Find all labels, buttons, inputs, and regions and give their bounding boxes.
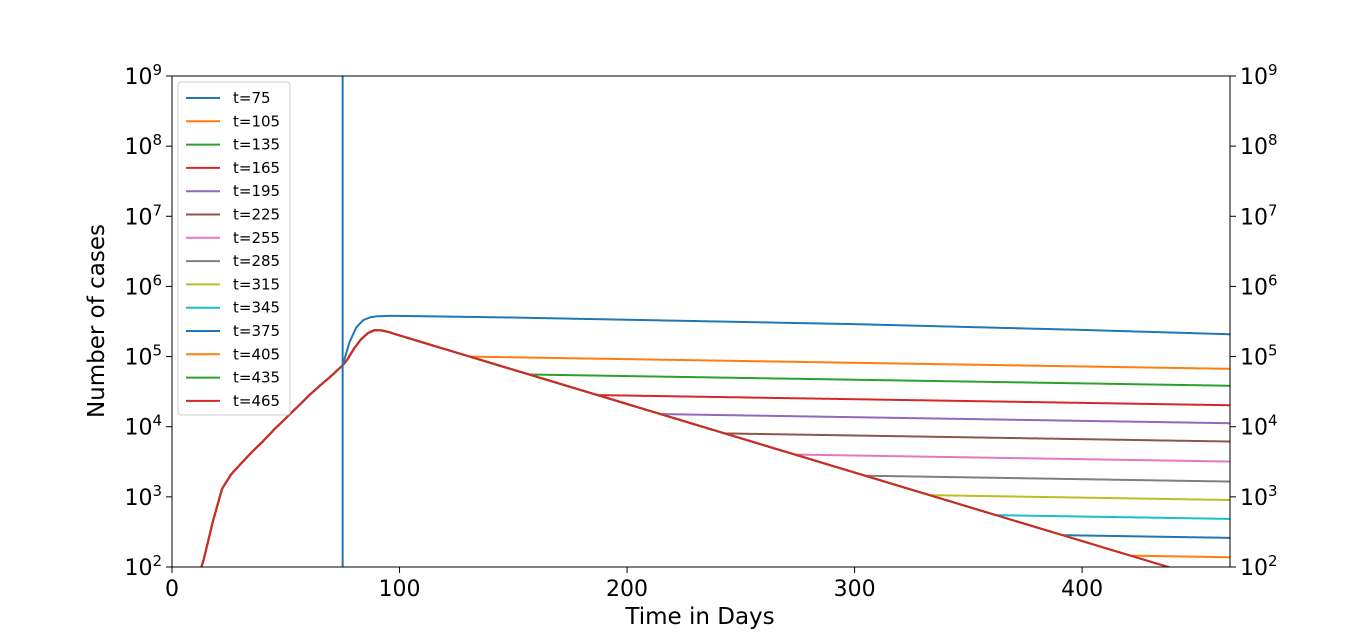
x-axis-label: Time in Days <box>624 604 774 630</box>
x-tick-label: 400 <box>1061 577 1103 602</box>
y-tick-label-left: 105 <box>124 342 162 371</box>
y-tick-label-right: 108 <box>1240 131 1278 160</box>
legend-label: t=225 <box>233 206 280 224</box>
legend-label: t=315 <box>233 275 280 293</box>
series-line-t=225 <box>200 329 1230 567</box>
y-tick-label-right: 106 <box>1240 271 1278 300</box>
series-line-t=285 <box>200 329 1230 567</box>
series-line-t=75 <box>200 314 1230 567</box>
y-tick-label-left: 103 <box>124 482 162 511</box>
legend-label: t=195 <box>233 182 280 200</box>
plot-frame <box>171 75 1231 568</box>
x-tick-label: 300 <box>834 577 876 602</box>
axis-layer: 0 100 200 300 400 102 102 103 103 104 104 105 105 106… <box>124 61 1277 602</box>
y-tick-label-left: 109 <box>124 61 162 90</box>
y-tick-label-left: 107 <box>124 201 162 230</box>
series-line-t=405 <box>200 329 1230 567</box>
series-line-t=165 <box>200 329 1230 567</box>
y-tick-label-right: 102 <box>1240 552 1278 581</box>
series-line-t=315 <box>200 329 1230 567</box>
y-axis-label: Number of cases <box>84 224 110 418</box>
legend-label: t=165 <box>233 159 280 177</box>
legend-label: t=285 <box>233 252 280 270</box>
legend-label: t=435 <box>233 369 280 387</box>
legend-label: t=105 <box>233 112 280 130</box>
series-line-t=345 <box>200 329 1230 567</box>
series-line-t=255 <box>200 329 1230 567</box>
y-tick-label-right: 105 <box>1240 342 1278 371</box>
legend-label: t=135 <box>233 136 280 154</box>
y-tick-label-left: 102 <box>124 552 162 581</box>
y-tick-label-left: 106 <box>124 271 162 300</box>
series-line-t=465 <box>200 329 1172 567</box>
legend-box <box>177 81 291 416</box>
x-tick-label: 200 <box>606 577 648 602</box>
legend-label: t=255 <box>233 229 280 247</box>
series-line-t=435 <box>200 329 1172 567</box>
series-layer <box>200 76 1230 567</box>
y-tick-label-right: 109 <box>1240 61 1278 90</box>
series-line-t=375 <box>200 329 1230 567</box>
y-tick-label-right: 103 <box>1240 482 1278 511</box>
legend-label: t=75 <box>233 89 271 107</box>
legend-label: t=465 <box>233 392 280 410</box>
legend: t=75 t=105 t=135 t=165 t=195 t=225 t=255 t=285 t… <box>177 81 291 416</box>
series-line-t=135 <box>200 329 1230 567</box>
y-tick-label-left: 108 <box>124 131 162 160</box>
series-line-t=195 <box>200 329 1230 567</box>
legend-label: t=345 <box>233 299 280 317</box>
y-tick-label-right: 107 <box>1240 201 1278 230</box>
x-tick-label: 0 <box>165 577 179 602</box>
legend-label: t=405 <box>233 345 280 363</box>
series-line-t=105 <box>200 329 1230 567</box>
legend-label: t=375 <box>233 322 280 340</box>
y-tick-label-left: 104 <box>124 412 162 441</box>
x-tick-label: 100 <box>379 577 421 602</box>
y-tick-label-right: 104 <box>1240 412 1278 441</box>
